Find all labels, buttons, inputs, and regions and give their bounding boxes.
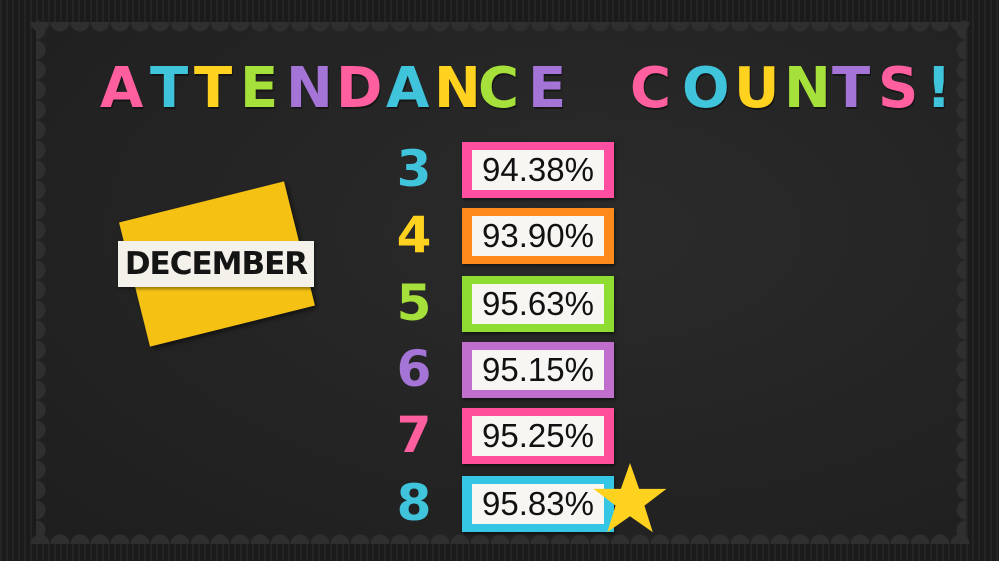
title-letter: O bbox=[682, 56, 730, 121]
percent-frame: 95.83% bbox=[462, 476, 614, 532]
grade-number: 4 bbox=[396, 206, 432, 264]
title-letter: N bbox=[286, 56, 333, 121]
title-letter: E bbox=[240, 56, 279, 121]
title-letter: T bbox=[194, 56, 233, 121]
board-title: A T T E N D A N C E C O U N T S! bbox=[100, 56, 960, 126]
percent-frame: 95.25% bbox=[462, 408, 614, 464]
attendance-percent: 95.15% bbox=[472, 350, 604, 390]
title-letter: T bbox=[832, 56, 871, 121]
grade-number: 8 bbox=[396, 474, 432, 532]
percent-frame: 95.15% bbox=[462, 342, 614, 398]
title-letter: N bbox=[784, 56, 831, 121]
attendance-percent: 95.25% bbox=[472, 416, 604, 456]
title-letter: U bbox=[734, 56, 780, 121]
grade-number: 7 bbox=[396, 406, 432, 464]
month-label: DECEMBER bbox=[118, 241, 314, 287]
title-letter: A bbox=[100, 56, 144, 121]
title-letter: C bbox=[478, 56, 520, 121]
title-letter: D bbox=[336, 56, 383, 121]
attendance-percent: 95.83% bbox=[472, 484, 604, 524]
star-icon bbox=[593, 463, 667, 533]
grade-number: 6 bbox=[396, 340, 432, 398]
grade-number: 3 bbox=[396, 140, 432, 198]
grade-number: 5 bbox=[396, 274, 432, 332]
attendance-percent: 95.63% bbox=[472, 284, 604, 324]
percent-frame: 95.63% bbox=[462, 276, 614, 332]
title-letter: C bbox=[630, 56, 672, 121]
border-trim-bottom bbox=[30, 530, 970, 544]
title-letter: S bbox=[878, 56, 919, 121]
percent-frame: 94.38% bbox=[462, 142, 614, 198]
border-trim-left bbox=[36, 20, 50, 540]
title-letter: A bbox=[386, 56, 430, 121]
title-letter: E bbox=[528, 56, 567, 121]
attendance-percent: 93.90% bbox=[472, 216, 604, 256]
title-letter: T bbox=[150, 56, 189, 121]
title-letter: N bbox=[434, 56, 481, 121]
border-trim-top bbox=[30, 22, 970, 36]
percent-frame: 93.90% bbox=[462, 208, 614, 264]
title-letter: ! bbox=[926, 56, 952, 121]
attendance-percent: 94.38% bbox=[472, 150, 604, 190]
